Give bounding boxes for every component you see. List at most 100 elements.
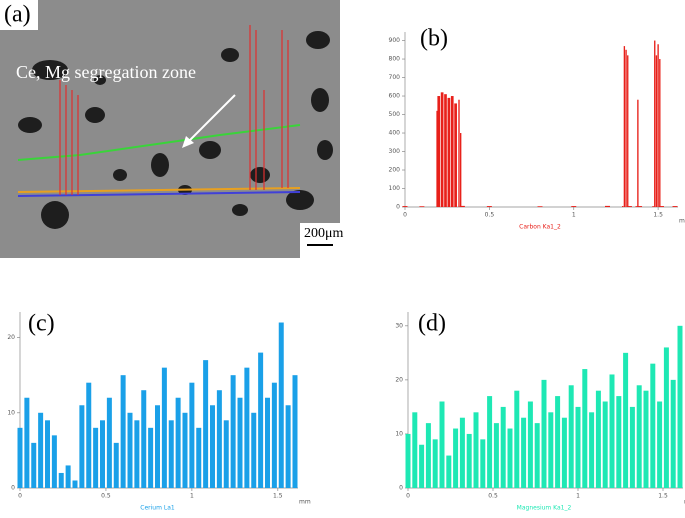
bar	[17, 427, 23, 488]
bar	[58, 472, 64, 488]
bar	[203, 360, 209, 488]
bar	[595, 390, 601, 488]
bar	[561, 417, 567, 488]
bar	[670, 379, 676, 488]
bar	[473, 412, 479, 488]
bar	[444, 94, 447, 207]
bar	[541, 379, 547, 488]
bar	[419, 444, 425, 488]
bar	[148, 427, 154, 488]
bar	[555, 396, 561, 488]
bar	[626, 206, 632, 207]
bar	[571, 206, 577, 207]
x-tick-label: 0.5	[485, 212, 495, 219]
bar	[51, 435, 57, 488]
bar	[100, 420, 105, 488]
y-tick-label: 400	[389, 130, 401, 137]
bar	[189, 382, 195, 488]
x-tick-label: 1.5	[658, 493, 668, 500]
bar	[447, 97, 451, 207]
bar	[507, 428, 513, 488]
bar	[657, 44, 659, 207]
bar	[72, 480, 78, 488]
y-tick-label: 10	[7, 409, 15, 416]
y-tick-label: 0	[399, 485, 403, 492]
bar	[548, 412, 554, 488]
bar	[402, 206, 408, 207]
bar	[436, 110, 438, 207]
bar	[466, 433, 472, 488]
panel-label: (b)	[420, 26, 448, 52]
x-axis-label: mm	[299, 499, 311, 506]
bar	[440, 92, 444, 207]
bar	[244, 367, 250, 488]
bar	[292, 375, 298, 488]
bar	[622, 206, 624, 207]
bar	[514, 390, 520, 488]
bar	[677, 325, 683, 488]
bar	[120, 375, 126, 488]
bar	[627, 55, 629, 207]
bar	[271, 382, 277, 488]
bar	[45, 420, 50, 488]
bar	[654, 40, 656, 207]
bar	[454, 103, 457, 207]
sem-image: (a) Ce, Mg segregation zone 200μm	[0, 0, 344, 258]
x-axis-label: mm	[679, 218, 685, 225]
bar	[439, 401, 445, 488]
bar	[278, 322, 284, 488]
bar	[265, 397, 270, 488]
bar	[237, 397, 243, 488]
panel-label: (c)	[28, 311, 55, 337]
legend-entry: Carbon Ka1_2	[519, 224, 561, 231]
bar	[182, 412, 188, 488]
annotation: Ce, Mg segregation zone	[16, 62, 196, 82]
bar	[437, 96, 441, 207]
bar	[419, 206, 425, 207]
y-tick-label: 300	[389, 148, 401, 155]
bar	[65, 465, 71, 488]
x-tick-label: 1.5	[273, 493, 283, 500]
bar	[663, 347, 669, 488]
bar	[93, 427, 99, 488]
bar	[659, 59, 661, 207]
bar	[161, 367, 167, 488]
bar	[605, 205, 610, 207]
bar	[659, 206, 664, 207]
bar	[216, 390, 222, 488]
x-tick-label: 1	[572, 212, 576, 219]
bar	[106, 397, 112, 488]
panel-label: (a)	[4, 2, 31, 28]
bar	[637, 99, 639, 207]
y-tick-label: 20	[7, 334, 15, 341]
bar	[251, 412, 257, 488]
bar	[134, 420, 140, 488]
bar	[450, 96, 454, 207]
bar	[432, 439, 438, 488]
bar	[568, 385, 574, 488]
bar	[527, 401, 533, 488]
scale-bar-label: 200μm	[304, 226, 344, 241]
y-tick-label: 20	[395, 376, 403, 383]
bar	[672, 206, 678, 207]
bar	[175, 397, 181, 488]
y-tick-label: 900	[389, 37, 401, 44]
bar	[623, 352, 629, 488]
bar	[616, 396, 622, 488]
bar	[196, 427, 202, 488]
bar	[453, 428, 459, 488]
bar	[230, 375, 236, 488]
bar	[459, 205, 465, 207]
bar	[657, 401, 663, 488]
bar	[625, 49, 627, 207]
bar	[623, 46, 626, 208]
bar	[113, 442, 119, 488]
bar	[141, 390, 147, 488]
bar	[86, 382, 92, 488]
bar	[24, 397, 30, 488]
bar	[412, 412, 418, 488]
y-tick-label: 30	[395, 322, 403, 329]
bar	[425, 423, 431, 488]
y-tick-label: 0	[396, 204, 400, 211]
bar	[635, 206, 637, 207]
